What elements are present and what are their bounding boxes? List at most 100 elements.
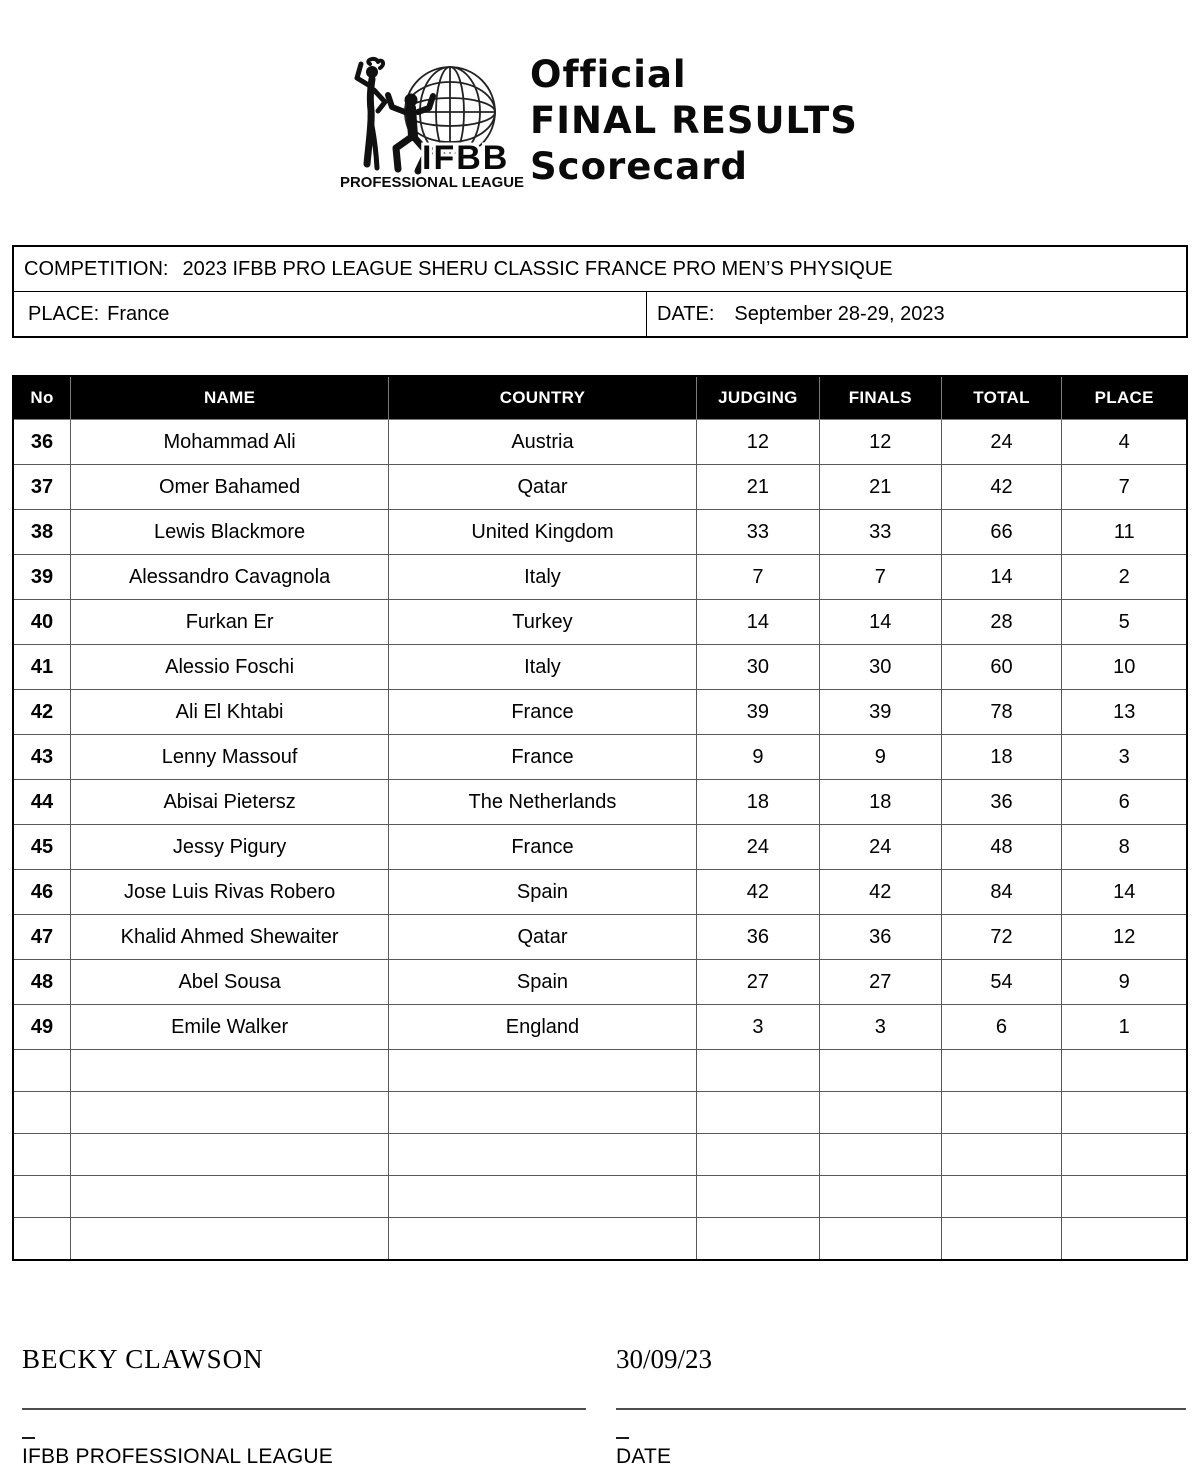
place-label: PLACE: — [28, 302, 100, 325]
cell-finals: 14 — [819, 599, 942, 645]
empty-cell — [695, 1049, 821, 1092]
cell-country: France — [388, 824, 697, 870]
cell-no: 46 — [12, 869, 72, 915]
document-title: Official FINAL RESULTS Scorecard — [530, 52, 858, 190]
empty-cell — [940, 1091, 1063, 1134]
empty-cell — [70, 1091, 390, 1134]
signature-dash-right — [616, 1437, 629, 1439]
empty-cell — [940, 1175, 1063, 1218]
cell-name: Alessandro Cavagnola — [70, 554, 390, 600]
cell-total: 28 — [940, 599, 1063, 645]
cell-judging: 24 — [695, 824, 821, 870]
empty-cell — [940, 1217, 1063, 1261]
org-label: IFBB PROFESSIONAL LEAGUE — [22, 1445, 333, 1468]
date-footer-label: DATE — [616, 1445, 672, 1468]
empty-cell — [1061, 1217, 1188, 1261]
cell-country: France — [388, 689, 697, 735]
column-header-country: COUNTRY — [388, 375, 697, 420]
cell-total: 84 — [940, 869, 1063, 915]
cell-place: 14 — [1061, 869, 1188, 915]
cell-judging: 3 — [695, 1004, 821, 1050]
cell-judging: 42 — [695, 869, 821, 915]
empty-cell — [388, 1217, 697, 1261]
cell-judging: 33 — [695, 509, 821, 555]
empty-cell — [388, 1175, 697, 1218]
cell-judging: 39 — [695, 689, 821, 735]
cell-no: 38 — [12, 509, 72, 555]
bodybuilder-figures-icon — [354, 56, 436, 175]
table-row: 38 Lewis Blackmore United Kingdom 33 33 66 11 — [12, 509, 1188, 555]
empty-cell — [388, 1133, 697, 1176]
empty-table-row — [12, 1091, 1188, 1134]
cell-judging: 21 — [695, 464, 821, 510]
place-value: France — [107, 302, 170, 325]
empty-cell — [12, 1217, 72, 1261]
empty-cell — [819, 1133, 942, 1176]
cell-no: 40 — [12, 599, 72, 645]
cell-finals: 18 — [819, 779, 942, 825]
cell-country: Spain — [388, 959, 697, 1005]
cell-total: 48 — [940, 824, 1063, 870]
cell-total: 66 — [940, 509, 1063, 555]
cell-judging: 7 — [695, 554, 821, 600]
cell-no: 42 — [12, 689, 72, 735]
empty-cell — [12, 1091, 72, 1134]
cell-name: Alessio Foschi — [70, 644, 390, 690]
cell-judging: 12 — [695, 419, 821, 465]
cell-total: 60 — [940, 644, 1063, 690]
empty-cell — [819, 1049, 942, 1092]
title-line-official: Official — [530, 53, 687, 96]
signer-name: BECKY CLAWSON — [22, 1344, 264, 1374]
cell-judging: 9 — [695, 734, 821, 780]
cell-no: 45 — [12, 824, 72, 870]
ifbb-logo-graphic: IFBB PROFESSIONAL LEAGUE — [340, 56, 524, 191]
cell-name: Omer Bahamed — [70, 464, 390, 510]
cell-country: Italy — [388, 644, 697, 690]
empty-cell — [12, 1133, 72, 1176]
cell-name: Abisai Pietersz — [70, 779, 390, 825]
cell-name: Lenny Massouf — [70, 734, 390, 780]
empty-table-row — [12, 1217, 1188, 1261]
table-row: 48 Abel Sousa Spain 27 27 54 9 — [12, 959, 1188, 1005]
cell-no: 37 — [12, 464, 72, 510]
column-header-judging: JUDGING — [695, 375, 821, 420]
competition-label: COMPETITION: — [24, 257, 169, 280]
cell-country: Qatar — [388, 464, 697, 510]
cell-name: Lewis Blackmore — [70, 509, 390, 555]
signature-dash-left — [22, 1437, 35, 1439]
cell-total: 6 — [940, 1004, 1063, 1050]
cell-country: France — [388, 734, 697, 780]
competition-info-box: COMPETITION: 2023 IFBB PRO LEAGUE SHERU … — [12, 245, 1188, 338]
empty-cell — [70, 1049, 390, 1092]
cell-place: 12 — [1061, 914, 1188, 960]
professional-league-wordmark: PROFESSIONAL LEAGUE — [340, 174, 524, 191]
empty-table-row — [12, 1049, 1188, 1092]
cell-no: 41 — [12, 644, 72, 690]
cell-name: Furkan Er — [70, 599, 390, 645]
table-row: 36 Mohammad Ali Austria 12 12 24 4 — [12, 419, 1188, 465]
table-row: 40 Furkan Er Turkey 14 14 28 5 — [12, 599, 1188, 645]
empty-cell — [940, 1133, 1063, 1176]
empty-cell — [70, 1133, 390, 1176]
cell-place: 3 — [1061, 734, 1188, 780]
empty-cell — [695, 1133, 821, 1176]
cell-place: 2 — [1061, 554, 1188, 600]
column-header-total: TOTAL — [940, 375, 1063, 420]
cell-total: 18 — [940, 734, 1063, 780]
date-cell: DATE: September 28-29, 2023 — [647, 292, 1186, 336]
cell-country: England — [388, 1004, 697, 1050]
empty-cell — [1061, 1133, 1188, 1176]
cell-judging: 30 — [695, 644, 821, 690]
cell-place: 5 — [1061, 599, 1188, 645]
cell-country: Qatar — [388, 914, 697, 960]
empty-cell — [1061, 1049, 1188, 1092]
cell-judging: 14 — [695, 599, 821, 645]
cell-no: 44 — [12, 779, 72, 825]
table-row: 42 Ali El Khtabi France 39 39 78 13 — [12, 689, 1188, 735]
column-header-no: No — [12, 375, 72, 420]
cell-judging: 18 — [695, 779, 821, 825]
table-row: 44 Abisai Pietersz The Netherlands 18 18 36 6 — [12, 779, 1188, 825]
cell-finals: 7 — [819, 554, 942, 600]
date-value: September 28-29, 2023 — [734, 302, 945, 325]
